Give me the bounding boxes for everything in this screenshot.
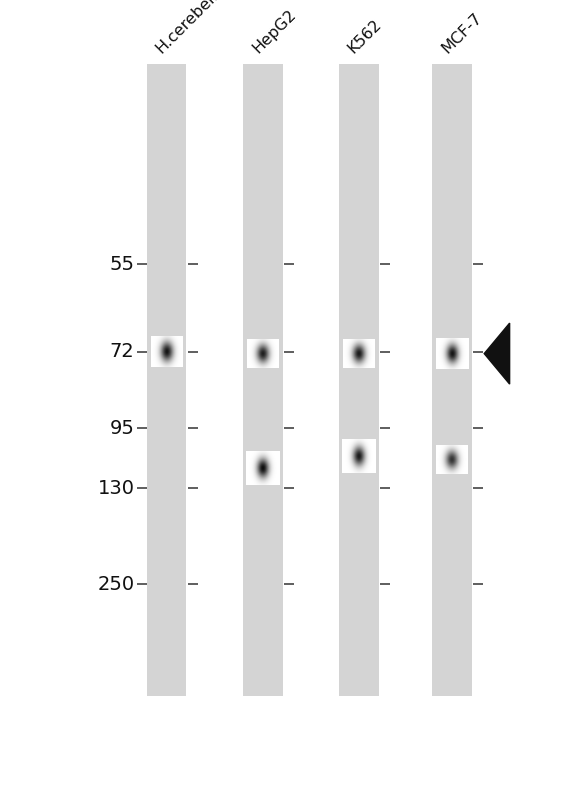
Polygon shape [484, 323, 510, 384]
Text: 95: 95 [110, 418, 134, 438]
Bar [147, 64, 186, 696]
Text: 55: 55 [110, 254, 134, 274]
Text: HepG2: HepG2 [249, 6, 299, 56]
Bar [243, 64, 282, 696]
Bar [432, 64, 472, 696]
Text: 130: 130 [98, 478, 134, 498]
Text: 72: 72 [110, 342, 134, 362]
Bar [339, 64, 379, 696]
Text: MCF-7: MCF-7 [438, 10, 485, 56]
Text: K562: K562 [345, 17, 385, 56]
Text: 250: 250 [97, 574, 134, 594]
Text: H.cerebellum: H.cerebellum [153, 0, 240, 56]
